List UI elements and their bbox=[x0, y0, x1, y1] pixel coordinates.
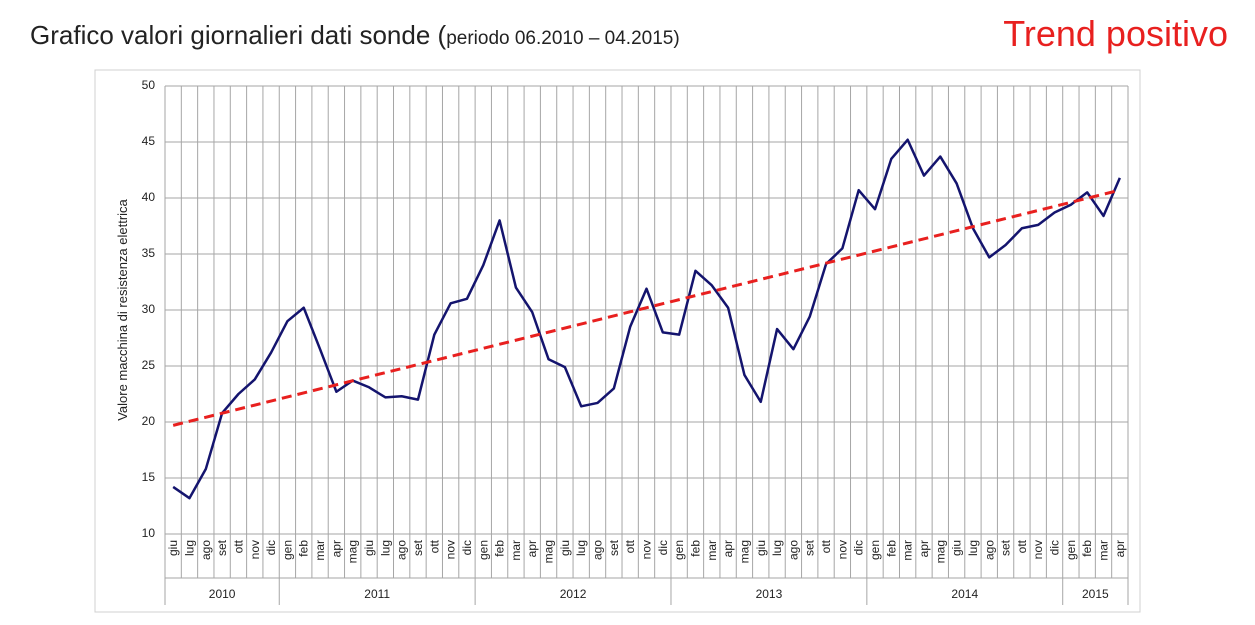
year-label: 2015 bbox=[1082, 587, 1109, 601]
y-tick-label: 50 bbox=[142, 78, 156, 92]
x-tick-label: gen bbox=[280, 540, 294, 560]
x-tick-label: mar bbox=[901, 540, 915, 561]
year-label: 2014 bbox=[951, 587, 978, 601]
subtitle: periodo 06.2010 – 04.2015) bbox=[446, 28, 679, 49]
x-tick-label: lug bbox=[966, 540, 980, 556]
x-tick-label: apr bbox=[329, 540, 343, 557]
x-tick-label: mag bbox=[933, 540, 947, 563]
x-tick-label: set bbox=[607, 539, 621, 556]
x-tick-label: nov bbox=[835, 540, 849, 559]
x-tick-label: apr bbox=[917, 540, 931, 557]
x-tick-label: nov bbox=[1031, 540, 1045, 559]
x-tick-label: nov bbox=[248, 540, 262, 559]
x-tick-label: gen bbox=[1064, 540, 1078, 560]
x-tick-label: giu bbox=[754, 540, 768, 556]
x-tick-label: mar bbox=[1097, 540, 1111, 561]
x-tick-label: set bbox=[215, 539, 229, 556]
x-tick-label: nov bbox=[444, 540, 458, 559]
x-tick-label: gen bbox=[672, 540, 686, 560]
x-tick-label: giu bbox=[166, 540, 180, 556]
x-tick-label: apr bbox=[721, 540, 735, 557]
year-label: 2012 bbox=[560, 587, 587, 601]
x-tick-label: ott bbox=[819, 539, 833, 553]
x-tick-label: feb bbox=[297, 540, 311, 557]
x-tick-label: dic bbox=[1048, 540, 1062, 555]
x-tick-label: ago bbox=[591, 540, 605, 560]
x-tick-label: giu bbox=[950, 540, 964, 556]
x-tick-label: mar bbox=[509, 540, 523, 561]
x-tick-label: mag bbox=[542, 540, 556, 563]
chart-frame bbox=[94, 69, 1141, 613]
x-tick-label: mag bbox=[346, 540, 360, 563]
x-tick-label: set bbox=[803, 539, 817, 556]
x-tick-label: lug bbox=[574, 540, 588, 556]
y-tick-label: 10 bbox=[142, 526, 156, 540]
x-tick-label: ago bbox=[786, 540, 800, 560]
x-tick-label: set bbox=[411, 539, 425, 556]
title: Grafico valori giornalieri dati sonde ( bbox=[30, 20, 447, 50]
x-tick-label: nov bbox=[640, 540, 654, 559]
x-tick-label: mag bbox=[737, 540, 751, 563]
x-tick-label: gen bbox=[476, 540, 490, 560]
y-tick-label: 40 bbox=[142, 190, 156, 204]
x-tick-label: lug bbox=[378, 540, 392, 556]
x-tick-label: mar bbox=[705, 540, 719, 561]
x-tick-label: dic bbox=[656, 540, 670, 555]
x-tick-label: giu bbox=[362, 540, 376, 556]
annotation: Trend positivo bbox=[1003, 13, 1228, 54]
year-label: 2011 bbox=[364, 587, 390, 601]
x-tick-label: giu bbox=[558, 540, 572, 556]
x-tick-label: set bbox=[999, 539, 1013, 556]
y-axis-label: Valore macchina di resistenza elettrica bbox=[115, 198, 130, 420]
y-tick-label: 20 bbox=[142, 414, 156, 428]
x-tick-label: ott bbox=[1015, 539, 1029, 553]
x-tick-label: feb bbox=[688, 540, 702, 557]
y-tick-label: 35 bbox=[142, 246, 156, 260]
x-tick-label: feb bbox=[884, 540, 898, 557]
x-tick-label: ago bbox=[982, 540, 996, 560]
x-tick-label: mar bbox=[313, 540, 327, 561]
x-tick-label: gen bbox=[868, 540, 882, 560]
data-line bbox=[172, 138, 1121, 500]
x-tick-label: dic bbox=[264, 540, 278, 555]
x-tick-label: ott bbox=[623, 539, 637, 553]
x-tick-label: apr bbox=[1113, 540, 1127, 557]
x-tick-label: feb bbox=[1080, 540, 1094, 557]
x-tick-label: ago bbox=[395, 540, 409, 560]
y-tick-label: 45 bbox=[142, 134, 156, 148]
x-tick-label: ago bbox=[199, 540, 213, 560]
x-tick-label: dic bbox=[852, 540, 866, 555]
x-tick-label: lug bbox=[182, 540, 196, 556]
x-tick-label: ott bbox=[231, 539, 245, 553]
x-tick-label: apr bbox=[525, 540, 539, 557]
x-tick-label: lug bbox=[770, 540, 784, 556]
y-tick-label: 15 bbox=[142, 470, 156, 484]
year-label: 2010 bbox=[209, 587, 236, 601]
chart-title: Grafico valori giornalieri dati sonde (p… bbox=[30, 20, 680, 50]
x-tick-label: feb bbox=[493, 540, 507, 557]
x-tick-label: dic bbox=[460, 540, 474, 555]
x-tick-label: ott bbox=[427, 539, 441, 553]
trend-line bbox=[172, 188, 1121, 427]
y-tick-label: 30 bbox=[142, 302, 156, 316]
year-label: 2013 bbox=[756, 587, 783, 601]
y-tick-label: 25 bbox=[142, 358, 156, 372]
